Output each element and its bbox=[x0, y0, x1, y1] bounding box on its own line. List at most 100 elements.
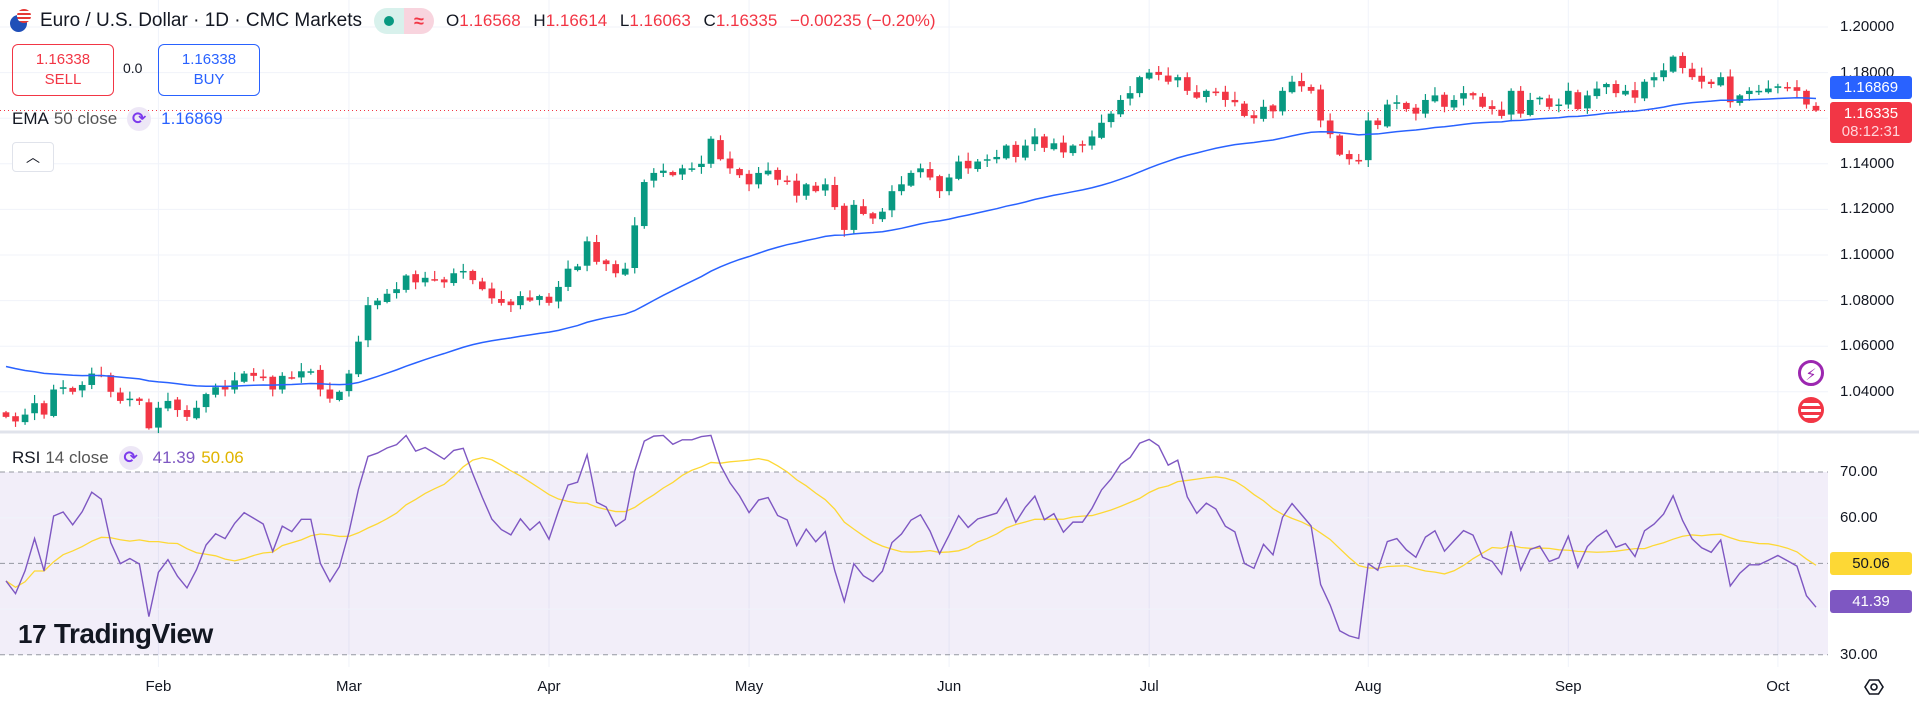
change-value: −0.00235 (−0.20%) bbox=[790, 11, 936, 30]
symbol-title[interactable]: Euro / U.S. Dollar · 1D · CMC Markets bbox=[40, 10, 362, 31]
candle-down bbox=[326, 389, 334, 399]
candle-up bbox=[374, 300, 381, 306]
candle-up bbox=[917, 168, 924, 173]
candle-up bbox=[459, 270, 467, 273]
candle-down bbox=[860, 206, 867, 214]
buy-button[interactable]: 1.16338 BUY bbox=[158, 44, 260, 96]
candle-up bbox=[1393, 102, 1401, 104]
candle-down bbox=[2, 412, 10, 417]
candle-up bbox=[1383, 104, 1391, 127]
open-label: O bbox=[446, 11, 460, 30]
candle-up bbox=[402, 275, 410, 290]
candle-up bbox=[583, 241, 591, 266]
candle-up bbox=[1260, 106, 1267, 119]
price-tick-label: 1.04000 bbox=[1840, 382, 1895, 400]
candle-up bbox=[1536, 97, 1544, 100]
candle-up bbox=[450, 273, 458, 284]
candle-down bbox=[1441, 94, 1448, 107]
candle-down bbox=[1488, 106, 1496, 110]
candle-up bbox=[336, 391, 343, 401]
candle-down bbox=[1545, 98, 1553, 107]
candle-down bbox=[602, 260, 610, 265]
market-status-pill[interactable]: ≈ bbox=[374, 8, 434, 34]
candle-down bbox=[1041, 136, 1048, 148]
candle-up bbox=[850, 204, 858, 230]
candle-up bbox=[707, 138, 715, 164]
month-tick-label: Apr bbox=[537, 678, 561, 695]
candle-up bbox=[879, 211, 886, 220]
candle-down bbox=[1222, 91, 1229, 100]
buy-label: BUY bbox=[193, 71, 225, 88]
candle-up bbox=[21, 414, 29, 423]
candle-up bbox=[698, 163, 705, 167]
candle-down bbox=[1612, 84, 1620, 94]
candle-down bbox=[174, 399, 181, 411]
candle-up bbox=[764, 170, 772, 175]
candle-down bbox=[1212, 91, 1220, 94]
last-price: 1.16335 bbox=[1843, 104, 1899, 122]
candle-down bbox=[593, 242, 600, 262]
candle-up bbox=[1136, 77, 1143, 94]
candle-down bbox=[726, 158, 734, 169]
candle-down bbox=[12, 416, 19, 422]
candle-up bbox=[983, 159, 991, 161]
candle-down bbox=[869, 213, 877, 219]
candle-down bbox=[183, 410, 191, 417]
candle-down bbox=[488, 288, 496, 299]
candle-down bbox=[1403, 102, 1410, 110]
rsi-tick-label: 30.00 bbox=[1840, 645, 1878, 663]
candle-up bbox=[1088, 136, 1096, 146]
candle-up bbox=[1288, 81, 1296, 93]
candle-down bbox=[1307, 86, 1315, 91]
price-tick-label: 1.14000 bbox=[1840, 154, 1895, 172]
candle-down bbox=[1355, 159, 1363, 162]
candle-down bbox=[259, 376, 267, 379]
candle-down bbox=[1793, 87, 1801, 91]
candle-up bbox=[1564, 90, 1572, 105]
candle-down bbox=[1231, 99, 1239, 103]
candle-up bbox=[1603, 84, 1610, 88]
lightning-event-icon[interactable]: ⚡ bbox=[1798, 360, 1824, 386]
candle-up bbox=[679, 168, 686, 175]
rsi-legend[interactable]: RSI 14 close ⟳ 41.39 50.06 bbox=[12, 446, 244, 470]
candle-up bbox=[383, 293, 391, 302]
refresh-icon[interactable]: ⟳ bbox=[118, 446, 143, 470]
rsi-ma-tag: 50.06 bbox=[1830, 552, 1912, 575]
candle-down bbox=[1250, 115, 1258, 119]
candle-up bbox=[1002, 145, 1010, 159]
refresh-icon[interactable]: ⟳ bbox=[127, 107, 152, 131]
candle-up bbox=[1107, 113, 1115, 123]
us-flag-event-icon[interactable] bbox=[1798, 397, 1824, 423]
candle-down bbox=[736, 169, 743, 176]
candle-up bbox=[888, 191, 896, 211]
candle-down bbox=[812, 185, 820, 192]
month-tick-label: Mar bbox=[336, 678, 362, 695]
tradingview-logo[interactable]: 17 TradingView bbox=[18, 618, 213, 650]
candle-up bbox=[1431, 95, 1439, 102]
settings-gear-icon[interactable] bbox=[1862, 675, 1886, 699]
candle-up bbox=[1202, 90, 1210, 97]
symbol-legend: Euro / U.S. Dollar · 1D · CMC Markets ≈ … bbox=[10, 8, 936, 34]
ema-line bbox=[5, 97, 1817, 388]
candle-down bbox=[1241, 103, 1248, 116]
sell-button[interactable]: 1.16338 SELL bbox=[12, 44, 114, 96]
candle-up bbox=[31, 403, 38, 414]
collapse-legend-button[interactable]: ︿ bbox=[12, 142, 54, 172]
price-tick-label: 1.10000 bbox=[1840, 246, 1895, 263]
candle-up bbox=[1021, 145, 1029, 158]
candle-up bbox=[536, 296, 543, 300]
tradingview-wordmark: TradingView bbox=[53, 618, 213, 649]
ema-legend[interactable]: EMA 50 close ⟳ 1.16869 bbox=[12, 107, 223, 131]
candle-down bbox=[136, 398, 143, 401]
candle-up bbox=[231, 380, 238, 390]
candle-down bbox=[1479, 96, 1486, 107]
candle-down bbox=[526, 297, 534, 301]
candle-down bbox=[717, 140, 724, 160]
candle-down bbox=[1012, 144, 1020, 157]
candle-up bbox=[1126, 93, 1134, 99]
rsi-tick-label: 60.00 bbox=[1840, 508, 1878, 526]
candle-up bbox=[659, 170, 667, 173]
rsi-value: 41.39 bbox=[152, 448, 196, 467]
candle-up bbox=[1117, 99, 1124, 115]
